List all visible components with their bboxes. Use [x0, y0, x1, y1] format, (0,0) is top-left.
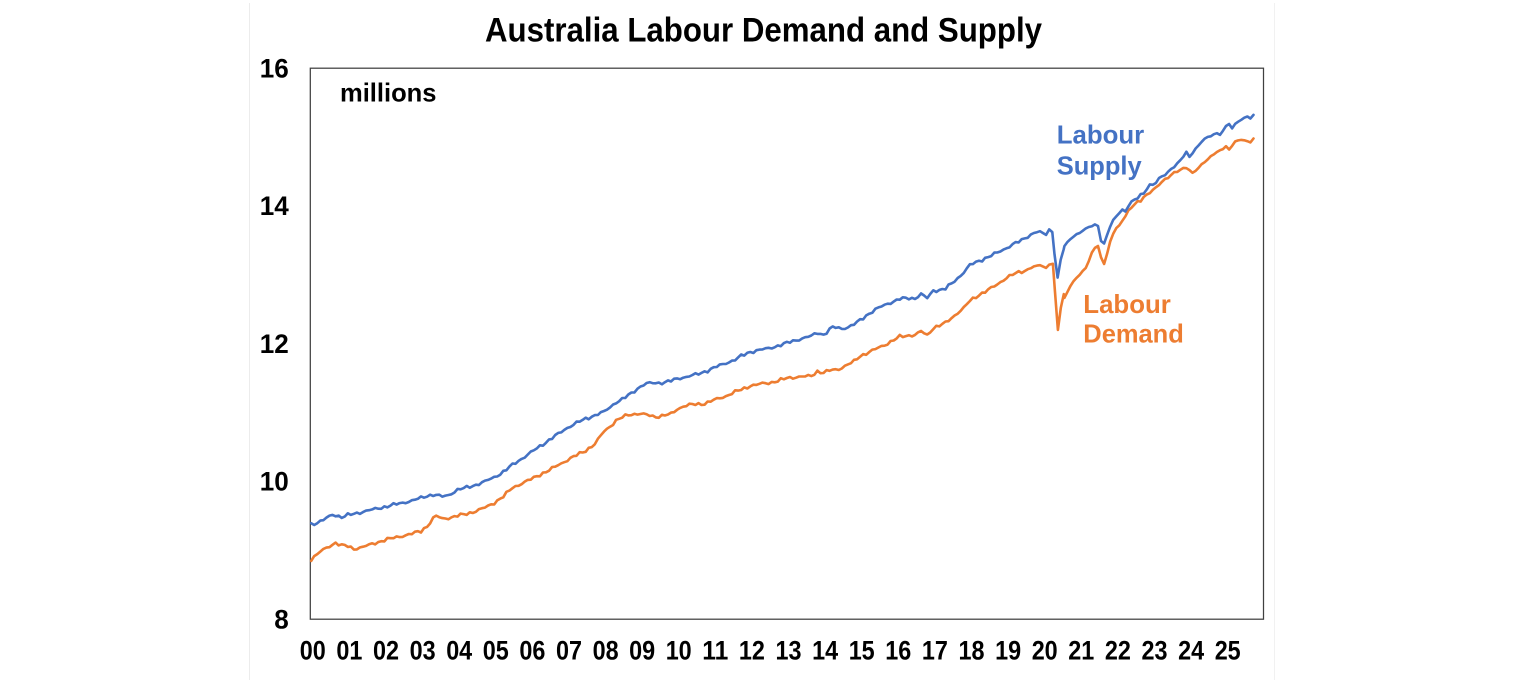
- svg-text:05: 05: [483, 634, 509, 665]
- svg-text:Labour: Labour: [1057, 119, 1145, 149]
- svg-text:15: 15: [849, 634, 875, 665]
- svg-text:06: 06: [519, 634, 545, 665]
- svg-text:10: 10: [666, 634, 692, 665]
- svg-text:13: 13: [776, 634, 802, 665]
- svg-text:14: 14: [260, 190, 289, 221]
- svg-text:07: 07: [556, 634, 582, 665]
- svg-text:Demand: Demand: [1083, 319, 1184, 349]
- svg-text:01: 01: [336, 634, 362, 665]
- svg-text:8: 8: [274, 603, 289, 634]
- svg-text:24: 24: [1178, 634, 1204, 665]
- svg-text:08: 08: [593, 634, 619, 665]
- svg-text:10: 10: [260, 466, 289, 497]
- svg-text:11: 11: [702, 634, 728, 665]
- svg-text:12: 12: [739, 634, 765, 665]
- svg-text:09: 09: [629, 634, 655, 665]
- svg-text:Supply: Supply: [1057, 150, 1143, 180]
- svg-text:19: 19: [995, 634, 1021, 665]
- svg-text:17: 17: [922, 634, 948, 665]
- svg-text:21: 21: [1068, 634, 1094, 665]
- svg-text:22: 22: [1105, 634, 1131, 665]
- svg-text:16: 16: [260, 52, 289, 83]
- svg-text:02: 02: [373, 634, 399, 665]
- svg-text:20: 20: [1032, 634, 1058, 665]
- svg-text:03: 03: [410, 634, 436, 665]
- svg-text:04: 04: [446, 634, 472, 665]
- svg-text:25: 25: [1215, 634, 1241, 665]
- svg-text:Labour: Labour: [1083, 289, 1171, 319]
- svg-text:14: 14: [812, 634, 838, 665]
- svg-text:16: 16: [885, 634, 911, 665]
- svg-text:Australia Labour Demand and Su: Australia Labour Demand and Supply: [485, 12, 1042, 50]
- svg-text:12: 12: [260, 328, 289, 359]
- svg-text:00: 00: [300, 634, 326, 665]
- svg-text:18: 18: [959, 634, 985, 665]
- svg-text:23: 23: [1142, 634, 1168, 665]
- svg-text:millions: millions: [340, 77, 437, 107]
